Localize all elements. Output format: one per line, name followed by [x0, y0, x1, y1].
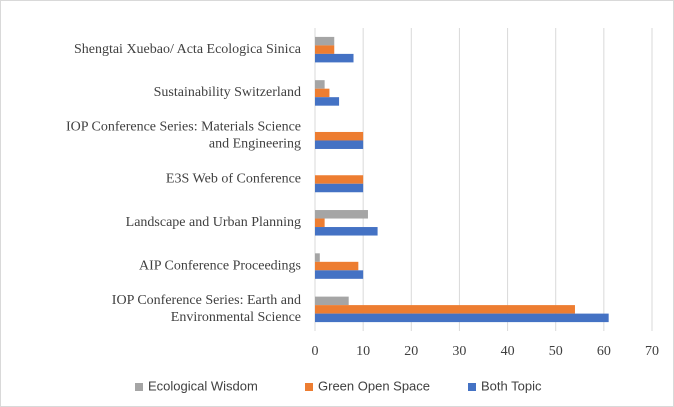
legend: Ecological Wisdom Green Open Space Both To…: [135, 378, 542, 393]
bar: [315, 253, 320, 262]
x-tick-label: 30: [452, 344, 466, 359]
bar: [315, 227, 378, 236]
y-tick-label: E3S Web of Conference: [166, 172, 301, 187]
x-tick-label: 10: [356, 344, 370, 359]
legend-swatch: [135, 383, 143, 391]
bar: [315, 53, 354, 63]
bar: [315, 131, 364, 141]
legend-swatch: [468, 383, 476, 391]
x-tick-label: 70: [645, 344, 659, 359]
legend-swatch: [305, 383, 313, 391]
x-tick-label: 60: [597, 344, 611, 359]
x-tick-label: 20: [404, 344, 418, 359]
bar: [315, 80, 325, 89]
bar: [315, 140, 364, 149]
bar: [315, 270, 364, 279]
y-tick-label: Landscape and Urban Planning: [126, 215, 301, 230]
y-tick-label: Sustainability Switzerland: [154, 85, 301, 100]
bar: [315, 218, 325, 228]
bar: [315, 296, 349, 306]
bar: [315, 36, 335, 46]
bar: [315, 97, 340, 106]
x-tick-label: 0: [312, 344, 319, 359]
x-tick-label: 40: [501, 344, 515, 359]
bar: [315, 305, 575, 314]
y-tick-label: IOP Conference Series: Materials Science…: [66, 120, 301, 152]
bar: [315, 45, 335, 54]
bar: [315, 88, 330, 98]
bar: [315, 313, 609, 323]
bar: [315, 261, 359, 271]
y-tick-label: AIP Conference Proceedings: [139, 258, 301, 273]
bar: [315, 183, 364, 193]
bar: [315, 210, 368, 219]
y-tick-label: IOP Conference Series: Earth and Environm…: [112, 293, 301, 325]
y-tick-label: Shengtai Xuebao/ Acta Ecologica Sinica: [74, 42, 302, 57]
bar: [315, 175, 364, 184]
legend-label: Both Topic: [481, 378, 542, 393]
x-tick-label: 50: [549, 344, 563, 359]
legend-label: Green Open Space: [318, 378, 430, 393]
legend-label: Ecological Wisdom: [148, 378, 258, 393]
